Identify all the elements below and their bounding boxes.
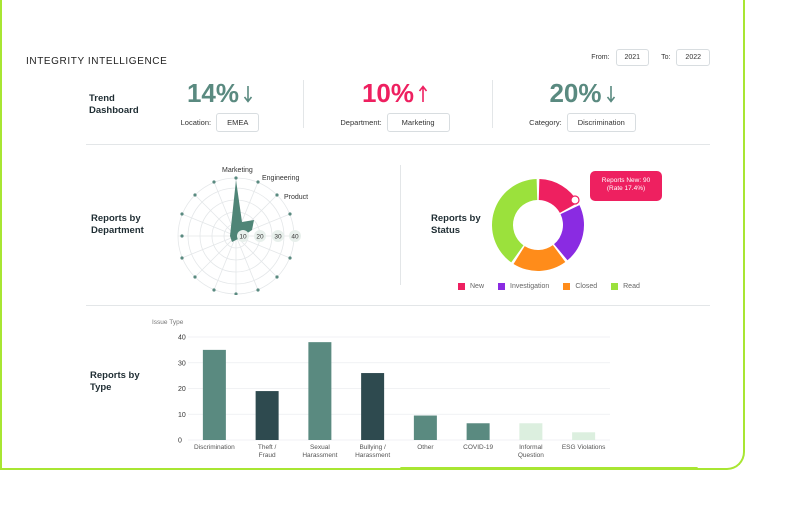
- y-tick-label: 30: [178, 360, 186, 367]
- legend-label: Closed: [575, 283, 598, 290]
- legend-item-read[interactable]: Read: [611, 283, 640, 290]
- bar-sexual-harassment[interactable]: [308, 342, 332, 440]
- x-tick-label: Bullying / Harassment: [355, 444, 390, 459]
- x-tick-label: Discrimination: [194, 444, 235, 451]
- ring-label: 10: [239, 234, 247, 241]
- from-label: From:: [591, 54, 610, 61]
- department-label: Department:: [340, 118, 382, 127]
- page-title: INTEGRITY INTELLIGENCE: [26, 56, 168, 67]
- kpi-department: 10% Department: Marketing: [330, 78, 460, 132]
- status-section-label: Reports by Status: [431, 213, 481, 236]
- from-year-input[interactable]: 2021: [615, 49, 650, 66]
- donut-slice-new[interactable]: [538, 179, 579, 213]
- bar-bullying-harassment[interactable]: [361, 373, 385, 440]
- legend-item-closed[interactable]: Closed: [563, 283, 597, 290]
- legend-item-investigation[interactable]: Investigation: [498, 283, 549, 290]
- legend-label: New: [470, 283, 485, 290]
- x-tick-label: ESG Violations: [562, 444, 606, 451]
- bar-theft-fraud[interactable]: [255, 391, 279, 440]
- location-label: Location:: [180, 118, 212, 127]
- section-divider: [86, 305, 710, 306]
- category-label: Category:: [529, 118, 562, 127]
- legend-label: Read: [623, 283, 640, 290]
- axis-label-marketing: Marketing: [222, 167, 253, 174]
- bar-covid-19[interactable]: [466, 423, 490, 440]
- arrow-up-icon: [418, 84, 428, 102]
- kpi-value: 14%: [170, 78, 270, 109]
- divider: [400, 165, 401, 285]
- x-tick-label: Other: [417, 444, 434, 451]
- reports-by-type-bar-chart: Issue Type 0 10 20 30 40 Discrimination Theft …: [152, 319, 610, 459]
- x-tick-label: Theft / Fraud: [258, 444, 277, 459]
- y-tick-label: 20: [178, 386, 186, 393]
- bar-informal-question[interactable]: [519, 423, 543, 440]
- donut-slice-investigation[interactable]: [554, 205, 584, 261]
- selected-slice-marker: [570, 195, 580, 205]
- radar-dots: [180, 176, 292, 295]
- kpi-percent: 14%: [186, 78, 240, 108]
- dashboard-frame: [0, 0, 745, 470]
- kpi-percent: 20%: [549, 78, 602, 108]
- type-section-label: Reports by Type: [90, 370, 140, 393]
- y-tick-label: 0: [178, 438, 182, 445]
- status-tooltip: Reports New: 90 (Rate 17.4%): [590, 171, 662, 201]
- kpi-category: 20% Category: Discrimination: [520, 78, 645, 132]
- status-donut-chart: [492, 179, 584, 271]
- axis-label-engineering: Engineering: [262, 175, 299, 182]
- bar-esg-violations[interactable]: [572, 432, 596, 440]
- department-select[interactable]: Marketing: [386, 113, 450, 132]
- scroll-indicator[interactable]: [400, 467, 698, 470]
- section-divider: [86, 144, 710, 145]
- ring-label: 20: [256, 234, 264, 241]
- x-tick-label: COVID-19: [463, 444, 493, 451]
- department-radar-chart: 10 20 30 40 Marketing Engineering Produc…: [177, 167, 308, 295]
- donut-slice-closed[interactable]: [513, 245, 566, 271]
- divider: [492, 80, 493, 128]
- bar-other[interactable]: [413, 415, 437, 440]
- kpi-percent: 10%: [361, 78, 415, 108]
- to-year-input[interactable]: 2022: [676, 49, 710, 66]
- ring-label: 40: [291, 234, 299, 241]
- radar-ring-labels: 10 20 30 40: [237, 230, 301, 242]
- donut-slice-read[interactable]: [492, 179, 538, 263]
- arrow-down-icon: [606, 85, 615, 103]
- y-axis-title: Issue Type: [152, 319, 184, 326]
- tooltip-line: Reports New: 90: [601, 177, 651, 184]
- radar-shape: [230, 180, 254, 242]
- year-range: From: 2021 To: 2022: [591, 49, 710, 66]
- tooltip-line: (Rate 17.4%): [606, 185, 646, 192]
- kpi-location: 14% Location: EMEA: [170, 78, 270, 132]
- divider: [303, 80, 304, 128]
- axis-label-product: Product: [284, 194, 308, 201]
- y-tick-label: 10: [178, 412, 186, 419]
- status-legend: New Investigation Closed Read: [458, 283, 640, 290]
- x-tick-label: Sexual Harassment: [302, 444, 337, 459]
- legend-item-new[interactable]: New: [458, 283, 484, 290]
- legend-label: Investigation: [510, 283, 550, 290]
- trend-dashboard-label: Trend Dashboard: [89, 93, 139, 116]
- location-select[interactable]: EMEA: [216, 113, 260, 132]
- y-tick-label: 40: [178, 335, 186, 342]
- to-label: To:: [661, 54, 671, 61]
- category-select[interactable]: Discrimination: [566, 113, 636, 132]
- x-tick-label: Informal Question: [518, 444, 544, 459]
- ring-label: 30: [274, 234, 282, 241]
- arrow-down-icon: [243, 85, 253, 103]
- bar-discrimination[interactable]: [202, 349, 226, 440]
- department-section-label: Reports by Department: [91, 213, 144, 236]
